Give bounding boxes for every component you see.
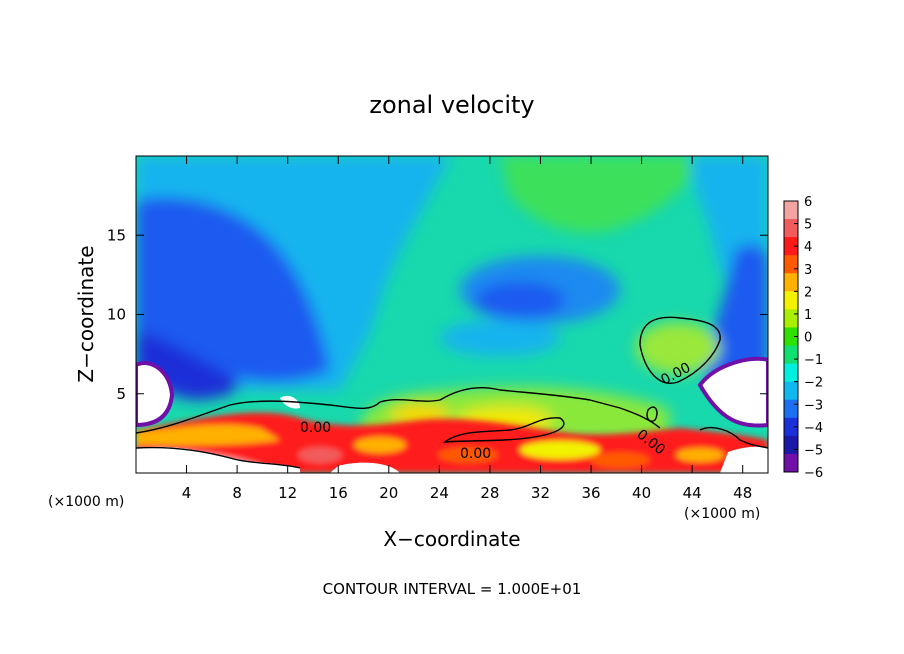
- x-tick-label: 12: [278, 484, 297, 502]
- colorbar-swatch: [784, 327, 798, 347]
- chart-title: zonal velocity: [369, 91, 534, 119]
- colorbar-tick-label: −2: [804, 376, 823, 391]
- y-tick-label: 5: [116, 385, 126, 403]
- colorbar-tick-label: 0: [804, 331, 812, 346]
- y-unit-label: (×1000 m): [48, 494, 124, 510]
- colorbar-swatch: [784, 345, 798, 365]
- x-tick-label: 8: [232, 484, 242, 502]
- colorbar: 6 5 4 3 2 1 0 −1 −2 −3 −4 −5 −6: [783, 195, 823, 481]
- contour-interval-footer: CONTOUR INTERVAL = 1.000E+01: [323, 580, 582, 598]
- x-axis-label: X−coordinate: [383, 527, 520, 551]
- colorbar-tick-label: 2: [804, 285, 812, 300]
- colorbar-swatch: [784, 273, 798, 292]
- contour-labels: 0.00 0.00 0.00 0.00: [300, 360, 693, 462]
- velocity-field: [136, 156, 768, 473]
- colorbar-swatch: [784, 255, 798, 274]
- colorbar-tick-label: 4: [804, 240, 812, 255]
- colorbar-tick-label: −4: [804, 421, 823, 436]
- colorbar-tick-label: 6: [804, 195, 812, 210]
- colorbar-swatch: [784, 399, 798, 419]
- colorbar-tick-label: −1: [804, 353, 823, 368]
- colorbar-swatch: [784, 363, 798, 383]
- colorbar-tick-label: 5: [804, 218, 812, 233]
- contour-label: 0.00: [300, 420, 331, 436]
- x-tick-label: 28: [480, 484, 499, 502]
- x-tick-label: 48: [733, 484, 752, 502]
- x-tick-label: 4: [182, 484, 192, 502]
- x-tick-label: 16: [329, 484, 348, 502]
- colorbar-tick-label: −3: [804, 398, 823, 413]
- y-axis-label: Z−coordinate: [74, 245, 98, 382]
- colorbar-swatch: [784, 201, 798, 220]
- x-tick-label: 24: [430, 484, 449, 502]
- x-tick-label: 36: [581, 484, 600, 502]
- colorbar-swatch: [784, 309, 798, 328]
- colorbar-swatch: [784, 435, 798, 455]
- x-tick-label: 44: [683, 484, 702, 502]
- colorbar-tick-label: 1: [804, 308, 812, 323]
- x-unit-label: (×1000 m): [684, 506, 760, 522]
- colorbar-swatch: [784, 237, 798, 256]
- y-tick-label: 10: [107, 306, 126, 324]
- x-tick-label: 32: [531, 484, 550, 502]
- x-tick-label: 40: [632, 484, 651, 502]
- colorbar-swatch: [784, 219, 798, 238]
- colorbar-swatch: [784, 291, 798, 310]
- contour-label: 0.00: [460, 446, 491, 462]
- colorbar-tick-label: 3: [804, 263, 812, 278]
- colorbar-swatch: [784, 417, 798, 437]
- colorbar-tick-label: −6: [804, 466, 823, 481]
- colorbar-swatch: [784, 453, 798, 473]
- x-tick-label: 20: [379, 484, 398, 502]
- colorbar-tick-label: −5: [804, 443, 823, 458]
- colorbar-swatch: [784, 381, 798, 401]
- y-tick-label: 15: [107, 226, 126, 244]
